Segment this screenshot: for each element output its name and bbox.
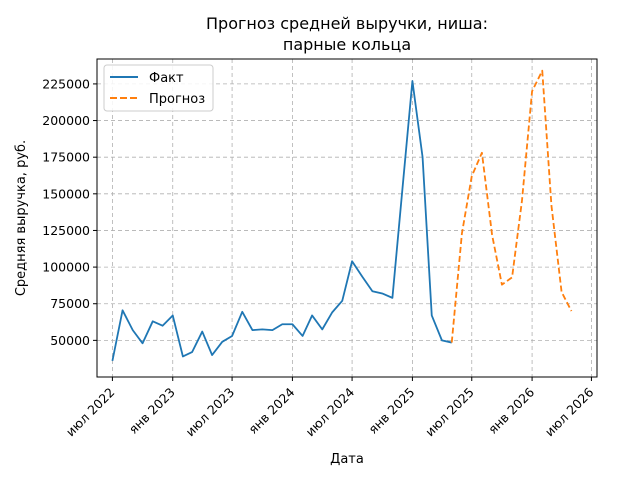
y-tick-label: 75000 — [50, 296, 90, 311]
plot-frame — [96, 58, 598, 378]
legend-label-fact: Факт — [149, 71, 184, 86]
y-tick-label: 225000 — [42, 76, 90, 91]
y-tick-label: 150000 — [42, 186, 90, 201]
y-tick-label: 125000 — [42, 223, 90, 238]
y-tick-label: 100000 — [42, 260, 90, 275]
y-axis-ticks: 50000 75000 100000 125000 150000 175000 200000… — [42, 76, 97, 348]
y-tick-label: 200000 — [42, 113, 90, 128]
legend-label-forecast: Прогноз — [149, 92, 205, 107]
chart-title-line-1: Прогноз средней выручки, ниша: — [206, 14, 488, 33]
y-tick-label: 175000 — [42, 150, 90, 165]
legend: Факт Прогноз — [103, 64, 214, 112]
y-axis-label: Средняя выручка, руб. — [14, 140, 29, 296]
grid-layer — [97, 59, 597, 377]
series-line-forecast — [450, 69, 573, 343]
y-tick-label: 50000 — [50, 333, 90, 348]
series-line-fact — [111, 80, 452, 362]
chart-title-line-2: парные кольца — [283, 35, 411, 54]
x-axis-label: Дата — [330, 452, 364, 467]
series-layer — [111, 69, 573, 362]
